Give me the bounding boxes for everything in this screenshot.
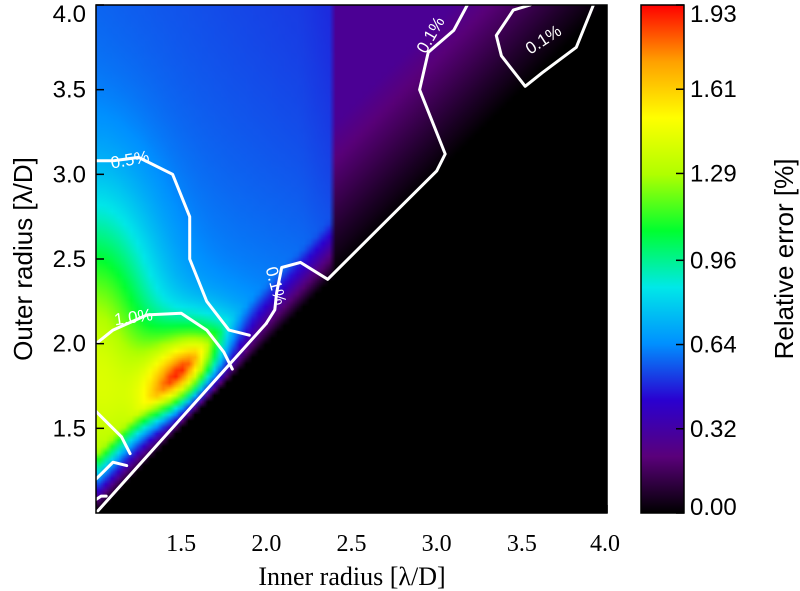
contour-line-1_8-6 — [96, 494, 108, 501]
y-tick-label: 2.5 — [53, 246, 86, 273]
colorbar-gradient — [641, 5, 684, 513]
contour-line-0_5-2 — [96, 155, 251, 337]
colorbar-tick-label: 1.61 — [690, 76, 737, 103]
colorbar-tick-label: 1.29 — [690, 160, 737, 187]
x-tick-label: 3.5 — [507, 531, 537, 557]
colorbar-ticks: 0.00 0.32 0.64 0.96 1.29 1.61 1.93 — [676, 1, 737, 521]
y-axis-ticks: 1.5 2.0 2.5 3.0 3.5 4.0 — [53, 1, 104, 442]
contour-line-0_1-1 — [494, 5, 595, 88]
y-tick-label: 1.5 — [53, 415, 86, 442]
contour-line-1-3 — [96, 311, 234, 371]
y-tick-label: 3.0 — [53, 161, 86, 188]
x-tick-label: 2.0 — [251, 531, 281, 557]
colorbar-tick-label: 1.93 — [690, 1, 737, 28]
y-tick-label: 4.0 — [53, 1, 86, 28]
heatmap-plot: 0.1% 0.1%0.1%0.5%1.0% 1.5 2.0 2.5 3.0 3.5 4.0 … — [53, 1, 620, 557]
y-tick-label: 3.5 — [53, 77, 86, 104]
colorbar-tick-label: 0.32 — [690, 416, 737, 443]
contour-line-1_5-5 — [96, 460, 129, 481]
colorbar-tick-label: 0.64 — [690, 332, 737, 359]
x-axis-title: Inner radius [λ/D] — [258, 562, 445, 591]
colorbar-frame — [640, 4, 685, 514]
x-axis-ticks: 1.5 2.0 2.5 3.0 3.5 4.0 — [166, 505, 620, 557]
contour-line-0_1-0 — [264, 5, 469, 325]
x-tick-label: 2.5 — [337, 531, 367, 557]
y-axis-title: Outer radius [λ/D] — [8, 157, 38, 361]
x-tick-label: 4.0 — [590, 531, 620, 557]
mask-boundary-line — [96, 321, 268, 513]
y-tick-label: 2.0 — [53, 331, 86, 358]
colorbar-tick-label: 0.96 — [690, 247, 737, 274]
colorbar-tick-label: 0.00 — [690, 494, 737, 521]
contour-line-1_5-4 — [96, 409, 132, 456]
colorbar-label: Relative error [%] — [769, 159, 799, 360]
contour-lines — [96, 5, 595, 513]
heatmap-image — [96, 5, 607, 513]
x-tick-label: 1.5 — [166, 531, 196, 557]
colorbar: 0.00 0.32 0.64 0.96 1.29 1.61 1.93 — [640, 1, 737, 521]
x-tick-label: 3.0 — [422, 531, 452, 557]
